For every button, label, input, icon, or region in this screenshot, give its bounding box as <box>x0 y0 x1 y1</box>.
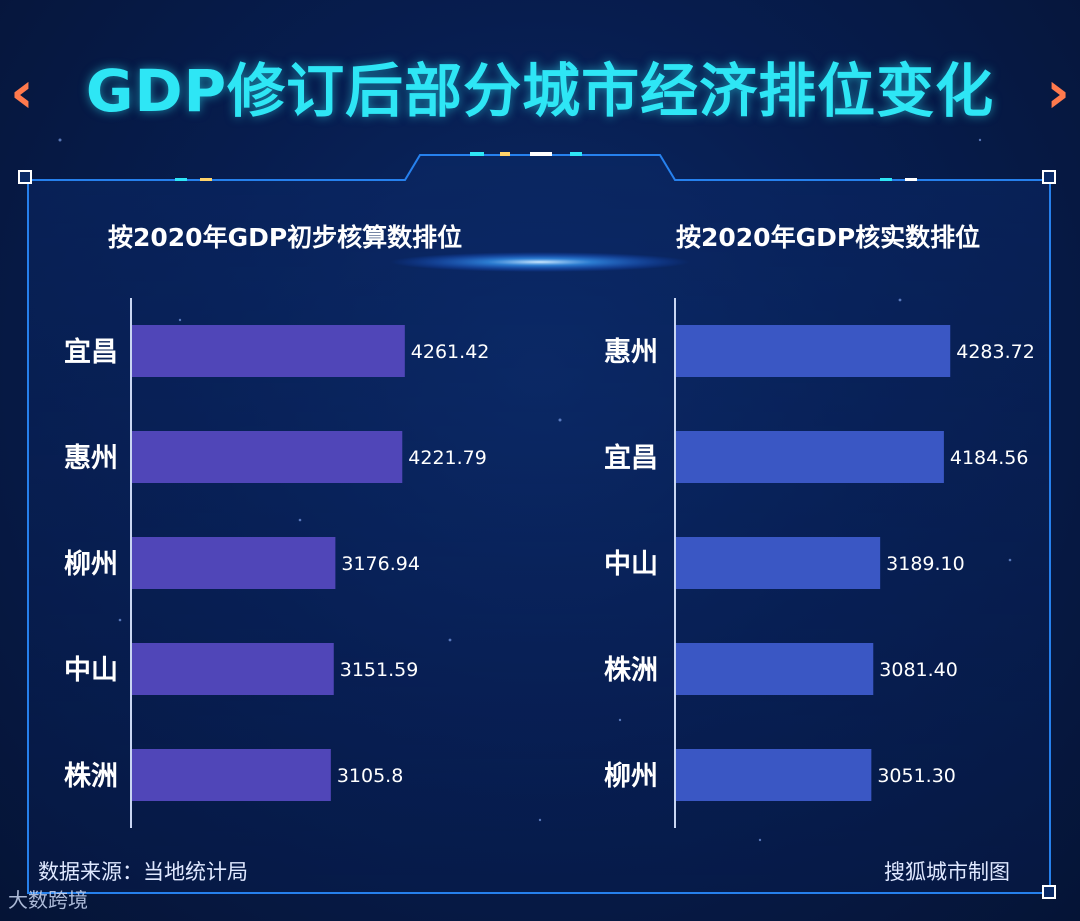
left-bar-3 <box>132 537 336 589</box>
left-bar-4 <box>132 643 334 695</box>
right-value-label: 3081.40 <box>879 659 958 681</box>
right-bar-3 <box>676 537 881 589</box>
left-value-label: 4261.42 <box>411 341 490 363</box>
left-category-label: 惠州 <box>64 443 118 474</box>
frame-corner <box>1042 885 1056 899</box>
left-category-label: 中山 <box>64 655 118 686</box>
right-value-label: 4184.56 <box>950 447 1029 469</box>
chevron-right-icon: › <box>1046 58 1070 126</box>
right-value-label: 3189.10 <box>886 553 965 575</box>
left-bar-chart: 宜昌 4261.42 惠州 4221.79 柳州 3176.94 中山 3151.59 株洲 31… <box>64 298 490 828</box>
right-bar-1 <box>676 325 951 377</box>
left-bar-5 <box>132 749 331 801</box>
page-title: GDP修订后部分城市经济排位变化 <box>85 57 995 125</box>
watermark: 大数跨境 <box>8 888 88 912</box>
right-bar-2 <box>676 431 944 483</box>
right-category-label: 宜昌 <box>604 442 658 474</box>
left-bar-1 <box>132 325 405 377</box>
left-value-label: 4221.79 <box>408 447 487 469</box>
right-bar-chart: 惠州 4283.72 宜昌 4184.56 中山 3189.10 株洲 3081.40 柳州 30… <box>604 298 1035 828</box>
left-bar-2 <box>132 431 403 483</box>
left-category-label: 柳州 <box>64 549 118 580</box>
right-category-label: 惠州 <box>604 337 658 368</box>
right-bar-4 <box>676 643 874 695</box>
left-value-label: 3151.59 <box>340 659 419 681</box>
right-chart-title: 按2020年GDP核实数排位 <box>676 223 981 252</box>
frame-corner <box>1042 170 1056 184</box>
left-value-label: 3105.8 <box>337 765 403 787</box>
right-value-label: 4283.72 <box>956 341 1035 363</box>
chart-credit: 搜狐城市制图 <box>884 860 1010 884</box>
right-category-label: 柳州 <box>604 761 658 792</box>
left-chart-title: 按2020年GDP初步核算数排位 <box>108 223 463 252</box>
left-value-label: 3176.94 <box>341 553 420 575</box>
right-bar-5 <box>676 749 872 801</box>
left-category-label: 宜昌 <box>64 336 118 368</box>
right-value-label: 3051.30 <box>877 765 956 787</box>
chevron-left-icon: ‹ <box>10 58 34 126</box>
data-source: 数据来源：当地统计局 <box>38 860 248 884</box>
frame-corner <box>18 170 32 184</box>
left-category-label: 株洲 <box>64 761 118 792</box>
right-category-label: 株洲 <box>604 655 658 686</box>
right-category-label: 中山 <box>604 549 658 580</box>
